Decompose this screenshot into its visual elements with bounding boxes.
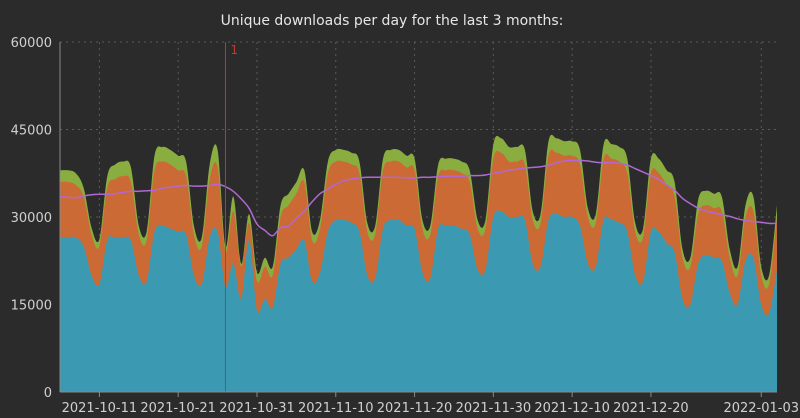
avg-line [59,159,778,237]
annotation: 1 [224,42,238,392]
chart-title: Unique downloads per day for the last 3 … [221,13,564,29]
x-tick-label: 2021-11-30 [456,401,532,416]
area-series-1 [60,210,777,392]
y-tick-label: 0 [44,386,52,401]
x-tick-label: 2021-11-20 [377,401,453,416]
x-tick-label: 2022-01-03 [723,401,799,416]
x-tick-label: 2021-10-11 [62,401,138,416]
annotation-label: 1 [230,43,238,57]
y-tick-label: 45000 [11,124,52,139]
x-tick-label: 2021-10-31 [219,401,295,416]
y-tick-label: 60000 [11,36,52,51]
lines [59,159,778,237]
x-tick-label: 2021-10-21 [140,401,216,416]
x-tick-label: 2021-12-20 [613,401,689,416]
y-tick-label: 15000 [11,299,52,314]
x-tick-label: 2021-11-10 [298,401,374,416]
areas [60,134,777,392]
x-tick-label: 2021-12-10 [534,401,610,416]
y-tick-label: 30000 [11,211,52,226]
axes: 0 15000 30000 45000 60000 2021-10-11 2021-10-2… [11,36,799,416]
